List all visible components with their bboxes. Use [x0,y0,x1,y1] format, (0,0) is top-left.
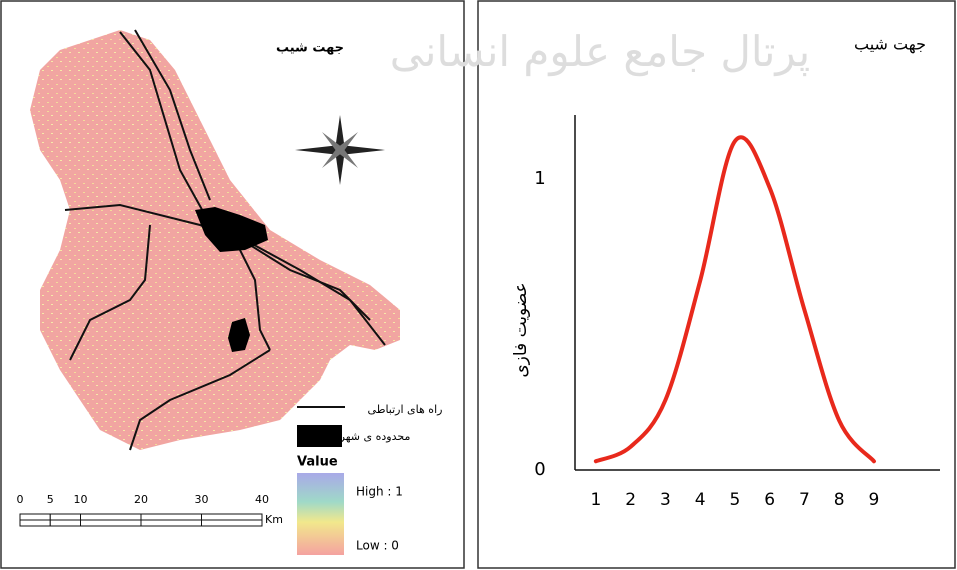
x-tick-label: 4 [695,490,706,510]
x-tick-label: 9 [869,490,880,510]
line [593,135,876,464]
legend-road: راه های ارتباطی [368,403,443,416]
road [134,29,211,201]
city-area [195,207,268,252]
legend-low: Low : 0 [356,539,399,553]
scale-label: 40 [255,493,269,506]
scale-segment [201,519,263,527]
line-chart: جهت شیب عضویت فازی 0 1 1 2 3 4 5 6 7 8 9 [511,35,940,510]
map-frame [0,0,465,569]
legend-city-swatch [297,425,342,447]
road [249,244,371,321]
watermark: پرتال جامع علوم انسانی [390,27,811,77]
x-tick-label: 6 [764,490,775,510]
city-area [228,318,250,352]
x-tick-label: 2 [625,490,636,510]
scale-segment [49,513,81,521]
scale-segment [140,519,202,527]
scale-bar: 0 5 10 20 30 40 Km [17,493,283,527]
road [129,349,271,451]
map-title: جهت شیب [276,41,344,56]
y-tick-label: 1 [534,168,545,189]
scale-segment [80,513,142,521]
scale-label: 10 [74,493,88,506]
legend-city: محدوده ی شهر [339,430,411,443]
x-tick-label: 7 [799,490,810,510]
x-tick-label: 8 [834,490,845,510]
scale-label: 0 [17,493,24,506]
chart-title: جهت شیب [854,35,926,55]
scale-label: 5 [47,493,54,506]
x-tick-label: 3 [660,490,671,510]
scale-segment [201,513,263,521]
y-tick-label: 0 [534,459,545,480]
scale-segment [140,513,202,521]
legend-gradient [297,473,344,555]
scale-label: 30 [195,493,209,506]
chart-frame [477,0,956,569]
arrow-diag [322,132,358,168]
road [69,224,151,361]
scale-unit: Km [265,513,283,526]
scale-segment [80,519,142,527]
legend-value-title: Value [297,455,338,470]
north-arrow [295,115,385,185]
scale-segment [49,519,81,527]
y-axis-label: عضویت فازی [511,282,531,377]
legend-high: High : 1 [356,485,403,499]
x-tick-label: 5 [729,490,740,510]
scale-segment [19,513,51,521]
x-tick-label: 1 [590,490,601,510]
scale-segment [19,519,51,527]
scale-label: 20 [134,493,148,506]
